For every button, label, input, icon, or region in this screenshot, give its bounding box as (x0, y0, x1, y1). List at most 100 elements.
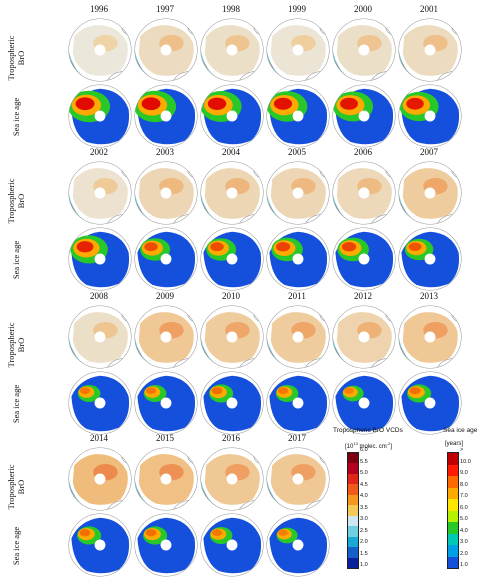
bro-tick-label: 6.0 (360, 447, 368, 453)
age-tick-label: > (460, 447, 464, 453)
sea-ice-age-map (398, 227, 462, 291)
row-label-bro: Tropospheric BrO (6, 35, 26, 81)
bro-map (68, 447, 132, 511)
year-label: 2016 (222, 433, 240, 443)
age-legend-title: Sea ice age (443, 427, 478, 434)
age-colorbar (447, 452, 459, 569)
bro-map (134, 161, 198, 225)
year-label: 2015 (156, 433, 174, 443)
year-label: 2012 (354, 291, 372, 301)
age-swatch (448, 453, 458, 465)
sea-ice-age-map (332, 371, 396, 435)
year-label: 2005 (288, 147, 306, 157)
sea-ice-age-map (134, 513, 198, 577)
age-swatch (448, 499, 458, 511)
age-tick-label: 8.0 (460, 481, 468, 488)
sea-ice-age-map (200, 513, 264, 577)
sea-ice-age-map (332, 227, 396, 291)
bro-map (266, 305, 330, 369)
year-label: 1999 (288, 4, 306, 14)
sea-ice-age-map (200, 227, 264, 291)
year-label: 2017 (288, 433, 306, 443)
bro-map (68, 18, 132, 82)
year-label: 2000 (354, 4, 372, 14)
year-label: 2013 (420, 291, 438, 301)
row-label-sea-ice-age: Sea ice age (11, 97, 21, 137)
sea-ice-age-map (134, 371, 198, 435)
bro-map (398, 18, 462, 82)
bro-swatch (348, 515, 358, 527)
bro-tick-label: 1.5 (360, 550, 368, 557)
bro-tick-label: 4.0 (360, 493, 368, 499)
row-label-bro: Tropospheric BrO (6, 464, 26, 510)
sea-ice-age-map (398, 84, 462, 148)
age-tick-label: 9.0 (460, 470, 468, 476)
sea-ice-age-map (266, 371, 330, 435)
bro-map (398, 161, 462, 225)
sea-ice-age-map (134, 227, 198, 291)
bro-map (200, 18, 264, 82)
age-legend-unit: [years] (445, 441, 464, 447)
year-label: 2007 (420, 147, 438, 157)
age-tick-label: 7.0 (460, 493, 468, 499)
age-swatch (448, 556, 458, 568)
row-label-bro: Tropospheric BrO (6, 322, 26, 368)
bro-map (200, 305, 264, 369)
bro-map (134, 447, 198, 511)
age-tick-label: 4.0 (460, 527, 468, 534)
bro-legend-unit: [1013 molec. cm-2] (345, 441, 393, 450)
bro-tick-label: 2.5 (360, 527, 368, 534)
age-swatch (448, 533, 458, 545)
bro-map (332, 305, 396, 369)
bro-swatch (348, 484, 358, 495)
year-label: 1998 (222, 4, 240, 14)
year-label: 2011 (288, 291, 306, 301)
row-label-bro: Tropospheric BrO (6, 178, 26, 224)
sea-ice-age-map (68, 227, 132, 291)
row-label-sea-ice-age: Sea ice age (11, 240, 21, 280)
sea-ice-age-map (68, 371, 132, 435)
sea-ice-age-map (398, 371, 462, 435)
bro-swatch (348, 557, 358, 568)
bro-map (266, 18, 330, 82)
bro-map (68, 161, 132, 225)
age-swatch (448, 464, 458, 476)
bro-tick-label: 5.0 (360, 470, 368, 476)
sea-ice-age-map (266, 513, 330, 577)
bro-map (200, 161, 264, 225)
year-label: 2010 (222, 291, 240, 301)
bro-map (332, 18, 396, 82)
sea-ice-age-map (266, 227, 330, 291)
bro-swatch (348, 526, 358, 537)
age-tick-label: 3.0 (460, 539, 468, 545)
sea-ice-age-map (68, 513, 132, 577)
bro-swatch (348, 473, 358, 485)
bro-tick-label: 1.0 (360, 562, 368, 568)
bro-tick-label: 3.0 (360, 516, 368, 522)
year-label: 1996 (90, 4, 108, 14)
bro-swatch (348, 505, 358, 516)
bro-map (134, 305, 198, 369)
age-swatch (448, 522, 458, 534)
bro-map (398, 305, 462, 369)
age-tick-label: 5.0 (460, 516, 468, 522)
bro-map (134, 18, 198, 82)
sea-ice-age-map (200, 371, 264, 435)
bro-map (266, 447, 330, 511)
bro-swatch (348, 494, 358, 506)
age-swatch (448, 476, 458, 488)
year-label: 2006 (354, 147, 372, 157)
year-label: 2001 (420, 4, 438, 14)
bro-tick-label: 4.5 (360, 481, 368, 488)
sea-ice-age-map (68, 84, 132, 148)
age-tick-label: 6.0 (460, 504, 468, 511)
age-swatch (448, 487, 458, 499)
sea-ice-age-map (200, 84, 264, 148)
bro-swatch (348, 453, 358, 464)
bro-tick-label: 5.5 (360, 458, 368, 465)
bro-swatch (348, 463, 358, 474)
bro-legend-title: Tropospheric BrO VCDs (333, 427, 403, 434)
bro-tick-label: 2.0 (360, 539, 368, 545)
age-tick-label: 10.0 (460, 458, 471, 465)
bro-map (68, 305, 132, 369)
